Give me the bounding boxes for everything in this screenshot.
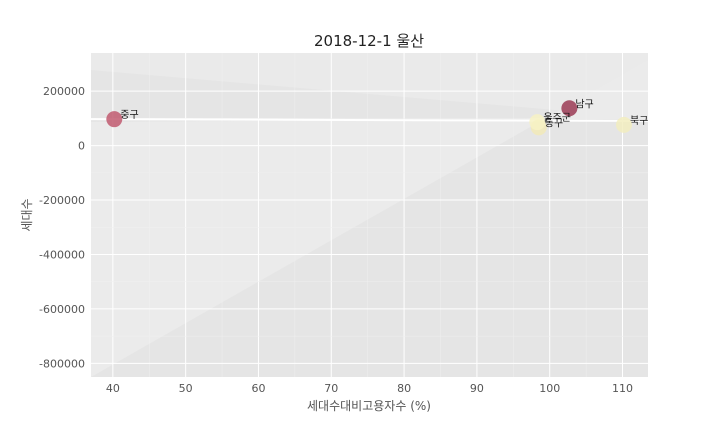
y-axis-label: 세대수 <box>20 198 34 231</box>
y-tick-label: 200000 <box>43 85 85 98</box>
x-tick-label: 60 <box>251 382 265 395</box>
data-point <box>529 114 546 131</box>
data-point <box>106 111 123 128</box>
data-point-label: 남구 <box>575 98 593 110</box>
x-tick-label: 100 <box>539 382 560 395</box>
x-tick-label: 80 <box>397 382 411 395</box>
data-points <box>106 100 632 136</box>
y-tick-label: -600000 <box>39 303 85 316</box>
data-point-label: 중구 <box>120 109 138 121</box>
data-point <box>561 100 578 117</box>
y-tick-label: -400000 <box>39 248 85 261</box>
y-tick-label: -800000 <box>39 357 85 370</box>
x-axis-label: 세대수대비고용자수 (%) <box>307 399 431 413</box>
data-point-label: 울주군 <box>543 112 571 124</box>
data-point-label: 동구 <box>545 117 563 129</box>
x-tick-label: 90 <box>470 382 484 395</box>
confidence-band-upper <box>91 53 648 118</box>
y-axis-ticks: 200000 0 -200000 -400000 -600000 -800000 <box>39 85 85 370</box>
x-tick-label: 110 <box>612 382 633 395</box>
grid-lines <box>91 53 648 377</box>
x-tick-label: 70 <box>324 382 338 395</box>
data-point <box>615 116 632 133</box>
x-tick-label: 40 <box>106 382 120 395</box>
chart-title: 2018-12-1 울산 <box>314 32 424 50</box>
data-point-label: 북구 <box>630 115 648 127</box>
y-tick-label: -200000 <box>39 194 85 207</box>
trend-line <box>90 118 649 122</box>
x-axis-ticks: 40 50 60 70 80 90 100 110 <box>106 382 633 395</box>
confidence-band-lower <box>91 60 648 377</box>
y-tick-label: 0 <box>78 140 85 153</box>
x-tick-label: 50 <box>179 382 193 395</box>
